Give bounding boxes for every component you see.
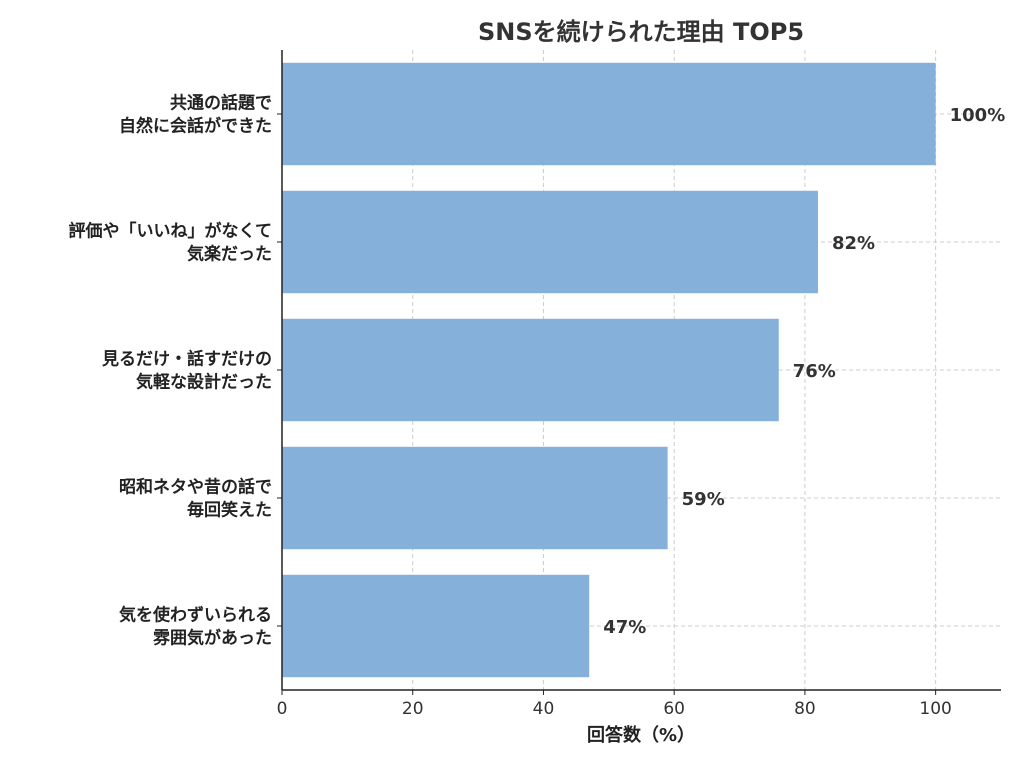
bar xyxy=(282,62,936,166)
bar-value-label: 47% xyxy=(603,617,646,638)
category-label: 自然に会話ができた xyxy=(119,116,272,137)
category-label: 毎回笑えた xyxy=(187,500,272,521)
bar-value-label: 76% xyxy=(793,361,836,382)
bar xyxy=(282,574,590,678)
chart-title: SNSを続けられた理由 TOP5 xyxy=(478,18,804,46)
bar xyxy=(282,446,668,550)
x-tick-label: 40 xyxy=(533,699,555,719)
x-tick-label: 100 xyxy=(919,699,951,719)
bar xyxy=(282,318,779,422)
bar-value-label: 82% xyxy=(832,233,875,254)
category-label: 気楽だった xyxy=(186,244,272,265)
x-tick-label: 0 xyxy=(277,699,288,719)
category-label: 共通の話題で xyxy=(170,93,272,114)
x-tick-label: 60 xyxy=(663,699,685,719)
x-tick-label: 80 xyxy=(794,699,816,719)
axis-layer: 共通の話題で自然に会話ができた評価や「いいね」がなくて気楽だった見るだけ・話すだ… xyxy=(69,50,1001,719)
bar-layer: 100% 82% 76% 59% 47% xyxy=(282,62,1006,678)
category-label: 評価や「いいね」がなくて xyxy=(69,221,273,242)
x-axis-title: 回答数（%） xyxy=(587,724,695,746)
bar-value-label: 59% xyxy=(682,489,725,510)
bar-value-label: 100% xyxy=(950,105,1006,126)
category-label: 見るだけ・話すだけの xyxy=(101,349,272,370)
category-label: 昭和ネタや昔の話で xyxy=(119,477,272,498)
bar xyxy=(282,190,818,294)
category-label: 雰囲気があった xyxy=(153,628,272,649)
category-label: 気を使わずいられる xyxy=(118,605,272,626)
x-tick-label: 20 xyxy=(402,699,424,719)
category-label: 気軽な設計だった xyxy=(135,372,272,393)
